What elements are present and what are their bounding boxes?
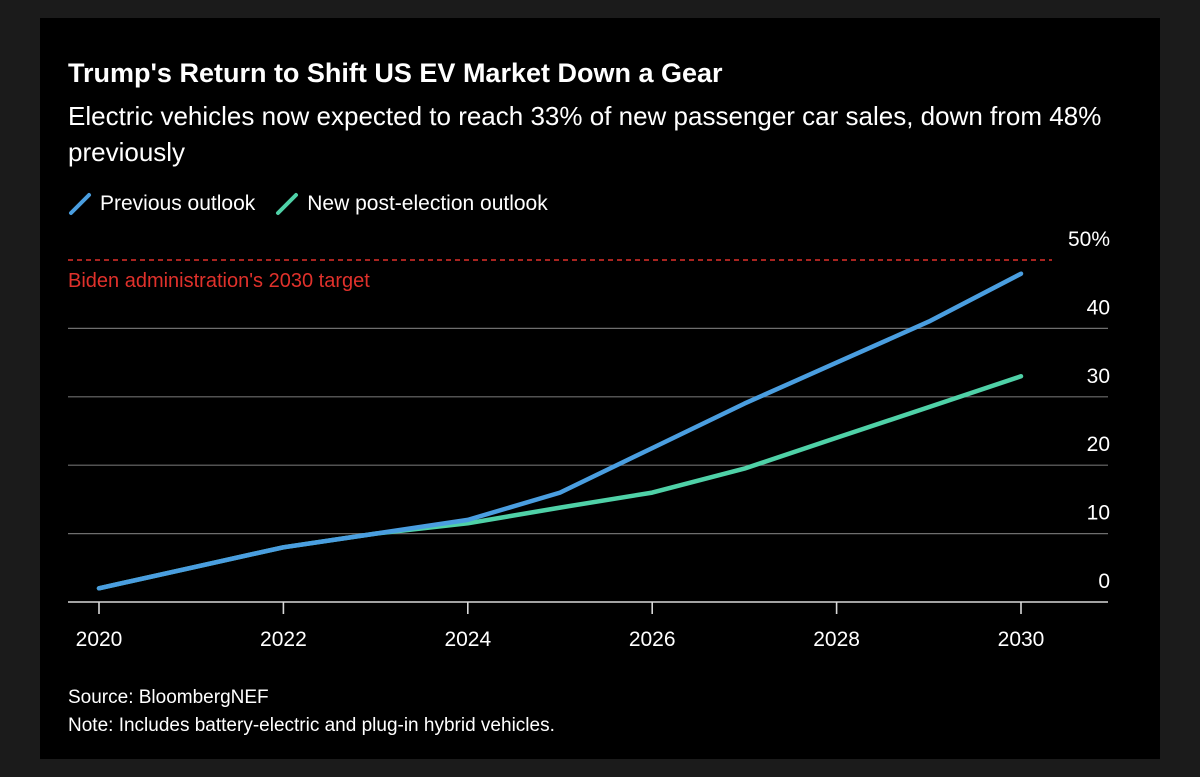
legend-label-previous: Previous outlook: [100, 192, 256, 215]
series-line-previous: [96, 271, 1024, 591]
source-note: Source: BloombergNEF: [68, 687, 269, 708]
x-tick-label-2022: 2022: [260, 628, 307, 651]
target-line-label: Biden administration's 2030 target: [68, 270, 370, 292]
legend-label-new: New post-election outlook: [307, 192, 548, 215]
x-tick-label-2026: 2026: [629, 628, 676, 651]
y-tick-label-50: 50%: [1068, 228, 1110, 251]
x-tick-label-2028: 2028: [813, 628, 860, 651]
y-tick-label-40: 40: [1087, 296, 1110, 319]
y-tick-label-20: 20: [1087, 433, 1110, 456]
legend-swatch-new: [276, 193, 299, 215]
legend: Previous outlook New post-election outlo…: [68, 192, 568, 216]
chart-subtitle: Electric vehicles now expected to reach …: [68, 101, 1102, 167]
footnote: Note: Includes battery-electric and plug…: [68, 715, 555, 736]
chart-title: Trump's Return to Shift US EV Market Dow…: [68, 58, 723, 88]
legend-swatch-previous: [69, 193, 91, 215]
legend-item-previous: Previous outlook: [68, 192, 255, 216]
x-tick-label-2020: 2020: [76, 628, 123, 651]
chart-frame: [40, 18, 1160, 759]
y-tick-label-30: 30: [1087, 365, 1110, 388]
y-tick-label-0: 0: [1098, 570, 1110, 593]
legend-item-new: New post-election outlook: [275, 192, 548, 216]
x-tick-label-2030: 2030: [998, 628, 1045, 651]
x-tick-label-2024: 2024: [444, 628, 491, 651]
y-tick-label-10: 10: [1087, 502, 1110, 525]
